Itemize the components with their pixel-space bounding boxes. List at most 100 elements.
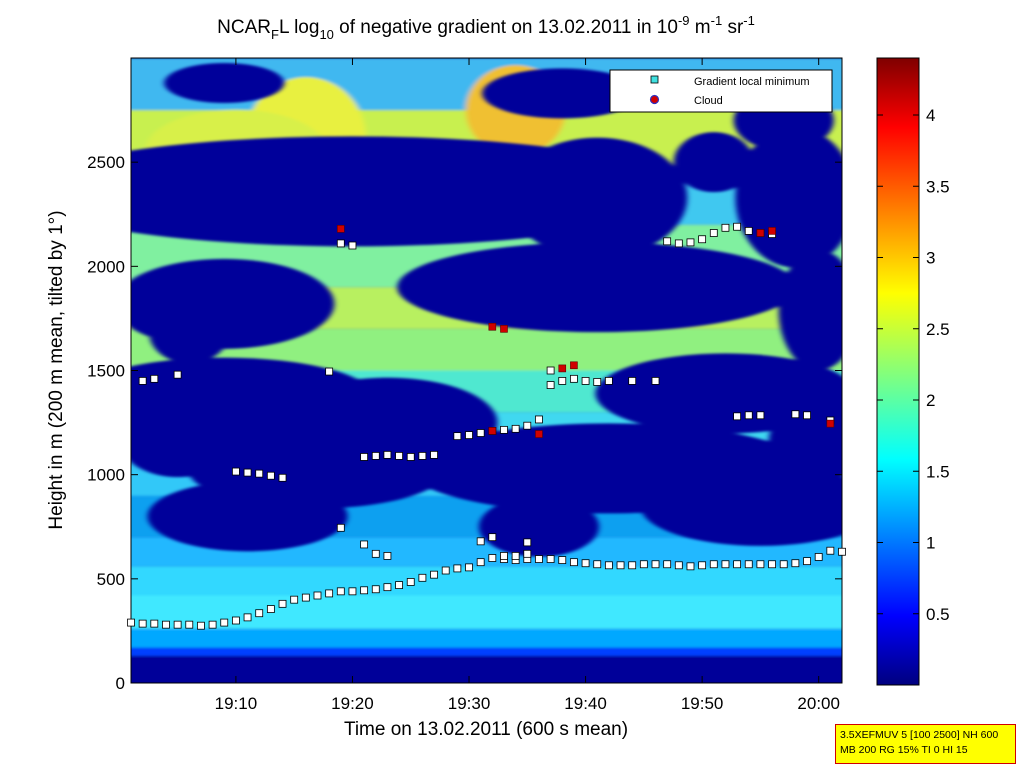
gradient-minimum-point [313, 591, 322, 600]
gradient-minimum-point [639, 560, 648, 569]
cloud-point [500, 325, 508, 333]
gradient-minimum-point [733, 560, 741, 569]
colorbar-tick-label: 3 [926, 249, 935, 268]
gradient-minimum-point [395, 452, 403, 460]
x-tick-label: 19:30 [448, 694, 491, 713]
colorbar-tick-label: 0.5 [926, 605, 950, 624]
gradient-minimum-point [395, 581, 403, 589]
x-axis: 19:10 19:20 19:30 19:40 19:50 20:00 [215, 58, 840, 713]
gradient-minimum-point [803, 411, 811, 420]
gradient-minimum-point [360, 453, 369, 461]
cloud-point [570, 361, 578, 370]
gradient-minimum-point [360, 586, 369, 595]
gradient-minimum-point [686, 562, 695, 571]
gradient-minimum-point [255, 469, 264, 478]
gradient-minimum-point [604, 377, 613, 385]
gradient-minimum-point [674, 239, 683, 248]
colorbar-tick-label: 3.5 [926, 177, 950, 196]
cloud-point [558, 364, 567, 373]
gradient-minimum-point [348, 587, 357, 596]
gradient-minimum-point [325, 589, 334, 598]
gradient-minimum-point [686, 238, 695, 247]
heatmap-low-region [149, 303, 230, 363]
gradient-minimum-point [733, 222, 741, 231]
gradient-minimum-point [628, 377, 637, 385]
gradient-minimum-point [826, 546, 835, 555]
heatmap-low-region [640, 465, 842, 546]
legend-box [609, 69, 833, 113]
gradient-minimum-point [185, 620, 194, 629]
gradient-minimum-point [418, 452, 427, 460]
gradient-minimum-point [651, 560, 660, 569]
gradient-minimum-point [220, 618, 229, 627]
gradient-minimum-point [243, 468, 252, 477]
gradient-minimum-point [173, 370, 182, 379]
gradient-minimum-point [814, 553, 823, 561]
gradient-minimum-point [744, 227, 753, 235]
y-axis-label: Height in m (200 m mean, tilted by 1°) [46, 210, 67, 529]
gradient-minimum-point [535, 415, 543, 424]
gradient-minimum-point [290, 595, 299, 604]
gradient-minimum-point [523, 538, 532, 547]
x-tick-label: 19:20 [331, 694, 374, 713]
legend-square-marker-icon [650, 75, 659, 84]
cloud-point [488, 427, 497, 435]
info-line-1: 3.5XEFMUV 5 [100 2500] NH 600 [840, 729, 999, 741]
gradient-minimum-point [756, 411, 765, 420]
gradient-minimum-point [336, 239, 345, 248]
gradient-minimum-point [371, 549, 380, 558]
gradient-minimum-point [803, 557, 811, 566]
gradient-minimum-point [476, 429, 485, 437]
gradient-minimum-point [779, 560, 788, 569]
gradient-minimum-point [348, 241, 357, 250]
y-tick-label: 1000 [87, 466, 125, 485]
heatmap-low-region [147, 481, 348, 552]
gradient-minimum-point [406, 453, 415, 461]
gradient-minimum-point [430, 450, 438, 459]
gradient-minimum-point [674, 561, 683, 570]
gradient-minimum-point [663, 560, 672, 569]
gradient-minimum-point [651, 377, 660, 385]
gradient-minimum-point [453, 564, 462, 573]
heatmap-low-region [164, 63, 285, 103]
gradient-minimum-point [523, 549, 532, 558]
gradient-minimum-point [453, 432, 462, 441]
gradient-minimum-point [721, 560, 730, 569]
colorbar-ticks: 0.5 1 1.5 2 2.5 3 3.5 4 [877, 106, 950, 624]
heatmap-band [131, 595, 842, 629]
colorbar: 0.5 1 1.5 2 2.5 3 3.5 4 [876, 57, 950, 686]
gradient-minimum-point [336, 523, 345, 532]
gradient-minimum-point [511, 424, 520, 433]
colorbar-tick-label: 1.5 [926, 462, 950, 481]
gradient-minimum-point [511, 552, 520, 560]
gradient-minimum-point [173, 620, 182, 629]
gradient-minimum-point [278, 473, 287, 482]
processing-info-box: 3.5XEFMUV 5 [100 2500] NH 600 MB 200 RG … [835, 724, 1016, 764]
gradient-minimum-point [278, 599, 287, 608]
gradient-minimum-point [581, 559, 590, 568]
gradient-minimum-point [558, 556, 567, 564]
y-tick-label: 0 [116, 674, 125, 693]
cloud-point [756, 229, 765, 237]
colorbar-tick-label: 2 [926, 391, 935, 410]
colorbar-gradient [876, 57, 920, 686]
gradient-minimum-point [465, 431, 473, 439]
gradient-minimum-point [150, 619, 159, 628]
gradient-minimum-point [266, 471, 275, 480]
gradient-minimum-point [360, 540, 369, 549]
heatmap-low-regions [131, 63, 842, 557]
y-tick-label: 500 [97, 570, 125, 589]
gradient-minimum-point [709, 560, 718, 569]
heatmap-low-region [482, 68, 643, 119]
gradient-minimum-point [593, 560, 602, 569]
legend: Gradient local minimum Cloud [609, 69, 833, 113]
gradient-minimum-point [709, 229, 718, 237]
cloud-point [337, 225, 345, 233]
gradient-minimum-point [791, 410, 800, 419]
y-tick-label: 2000 [87, 257, 125, 276]
heatmap-low-region [778, 250, 842, 371]
cloud-markers [337, 225, 835, 438]
x-tick-label: 20:00 [797, 694, 840, 713]
heatmap-low-region [478, 496, 599, 557]
heatmap-low-region [595, 353, 842, 434]
